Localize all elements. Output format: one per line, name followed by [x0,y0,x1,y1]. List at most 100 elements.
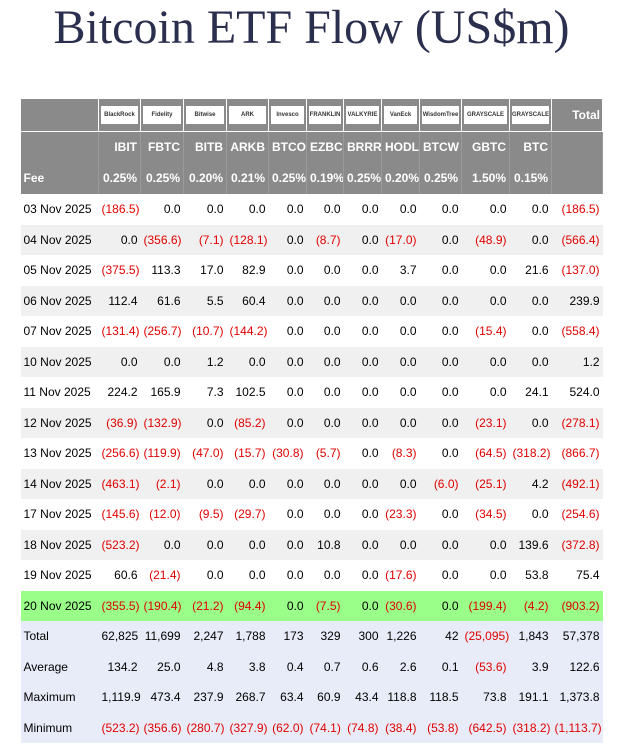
flow-value: 2,247 [183,621,227,652]
day-row: 07 Nov 2025 (131.4) (256.7) (10.7) (144.2) 0.… [21,316,603,347]
ticker: EZBC [306,131,344,162]
flow-value: (85.2) [226,407,269,438]
flow-value: 0.0 [381,468,420,499]
day-row: 04 Nov 2025 0.0 (356.6) (7.1) (128.1) 0.0 (8.7… [20,224,603,255]
flow-value: 0.0 [441,202,459,217]
flow-value: (36.9) [98,407,141,438]
row-label: 11 Nov 2025 [23,385,91,400]
flow-value: 0.0 [248,202,266,217]
flow-value: 5.5 [183,285,227,316]
flow-value: 1,788 [226,621,269,652]
day-row: 13 Nov 2025 (256.6) (119.9) (47.0) (15.7) (30… [21,438,603,469]
flow-value: (64.5) [475,446,507,461]
flow-value: (9.5) [198,507,224,522]
flow-value: 118.5 [419,682,462,713]
flow-value: 0.0 [381,346,420,377]
flow-value: 7.3 [206,385,224,400]
flow-value: 0.0 [323,385,341,400]
flow-value: (30.8) [272,446,304,461]
fee: 0.25% [268,162,307,194]
flow-value: 237.9 [183,682,227,713]
flow-value: 0.0 [441,507,459,522]
flow-value: (29.7) [234,507,266,522]
issuer-logo: GRAYSCALE [464,106,507,124]
flow-value: 112.4 [98,285,141,316]
issuer-logo: Invesco [271,106,304,124]
summary-rows: Total 62,825 11,699 2,247 1,788 173 329 300 1,22… [20,621,603,743]
flow-value: 0.0 [286,568,304,583]
fee: 0.20% [381,162,420,194]
fee: 0.25% [140,162,184,194]
flow-value: 0.0 [306,285,344,316]
flow-value: (38.4) [381,712,420,743]
flow-value: 191.1 [509,682,552,713]
flow-value: 0.0 [381,407,420,438]
row-label: 18 Nov 2025 [20,529,99,560]
flow-value: (903.2) [551,590,603,621]
fee: 1.50% [461,162,510,194]
flow-value: 239.9 [551,285,603,316]
flow-value: 0.0 [268,407,307,438]
flow-value: (318.2) [509,712,552,743]
flow-value: 0.0 [286,507,304,522]
flow-value: (21.4) [149,568,181,583]
flow-value: 0.0 [399,324,417,339]
flow-value: (558.4) [561,324,600,339]
flow-value: (355.5) [98,590,141,621]
flow-value: 42 [419,621,462,652]
flow-value: 300 [343,621,382,652]
flow-value: (5.7) [315,446,341,461]
flow-value: (145.6) [101,507,140,522]
ticker-row: IBIT FBTC BITB ARKB BTCO EZBC BRRR HODL BTCW GBTC… [20,131,603,162]
flow-value: 0.4 [268,651,307,682]
flow-value: 173 [268,621,307,652]
flow-value: (186.5) [101,202,140,217]
flow-value: 0.0 [343,468,382,499]
flow-value: (30.6) [381,590,420,621]
flow-value: 0.0 [343,590,382,621]
flow-value: 0.0 [343,346,382,377]
flow-value: 0.0 [489,202,507,217]
flow-value: (4.2) [509,590,552,621]
flow-value: 0.0 [343,529,382,560]
corner-cell [20,98,99,132]
flow-value: 1.2 [183,346,227,377]
row-label: 05 Nov 2025 [23,263,92,278]
row-label: Maximum [20,682,99,713]
flow-value: 0.0 [509,407,552,438]
day-row: 05 Nov 2025 (375.5) 113.3 17.0 82.9 0.0 0.0 0.0… [21,255,603,286]
flow-value: 0.0 [399,385,417,400]
flow-value: 0.0 [489,385,507,400]
summary-row: Maximum 1,119.9 473.4 237.9 268.7 63.4 60.9 43.… [20,682,603,713]
flow-value: 0.0 [323,263,341,278]
flow-value: 3.7 [399,263,417,278]
flow-value: (94.4) [226,590,269,621]
flow-value: 0.0 [140,346,184,377]
fee: 0.19% [306,162,344,194]
flow-value: (642.5) [461,712,510,743]
flow-value: 0.0 [226,468,269,499]
ticker: IBIT [98,131,141,162]
day-row: 19 Nov 2025 60.6 (21.4) 0.0 0.0 0.0 0.0 0.0 (17.… [21,560,603,591]
flow-value: 0.0 [489,263,507,278]
fee: 0.20% [183,162,227,194]
ticker: FBTC [140,131,184,162]
flow-value: (8.3) [391,446,417,461]
flow-value: 1,843 [509,621,552,652]
flow-value: 0.0 [399,202,417,217]
ticker: BTC [509,131,552,162]
issuer-logo: BlackRock [101,106,138,124]
flow-value: (132.9) [140,407,184,438]
flow-value: 0.0 [306,468,344,499]
flow-value: 0.0 [381,529,420,560]
flow-value: 21.6 [525,263,549,278]
flow-value: (186.5) [561,202,600,217]
logo-cell: ARK [226,98,269,132]
logo-cell: Fidelity [140,98,184,132]
flow-value: 0.0 [323,568,341,583]
flow-value: 3.9 [509,651,552,682]
flow-value: (7.1) [183,224,227,255]
row-label: Total [20,621,99,652]
flow-value: 0.0 [248,568,266,583]
flow-value: 62,825 [98,621,141,652]
